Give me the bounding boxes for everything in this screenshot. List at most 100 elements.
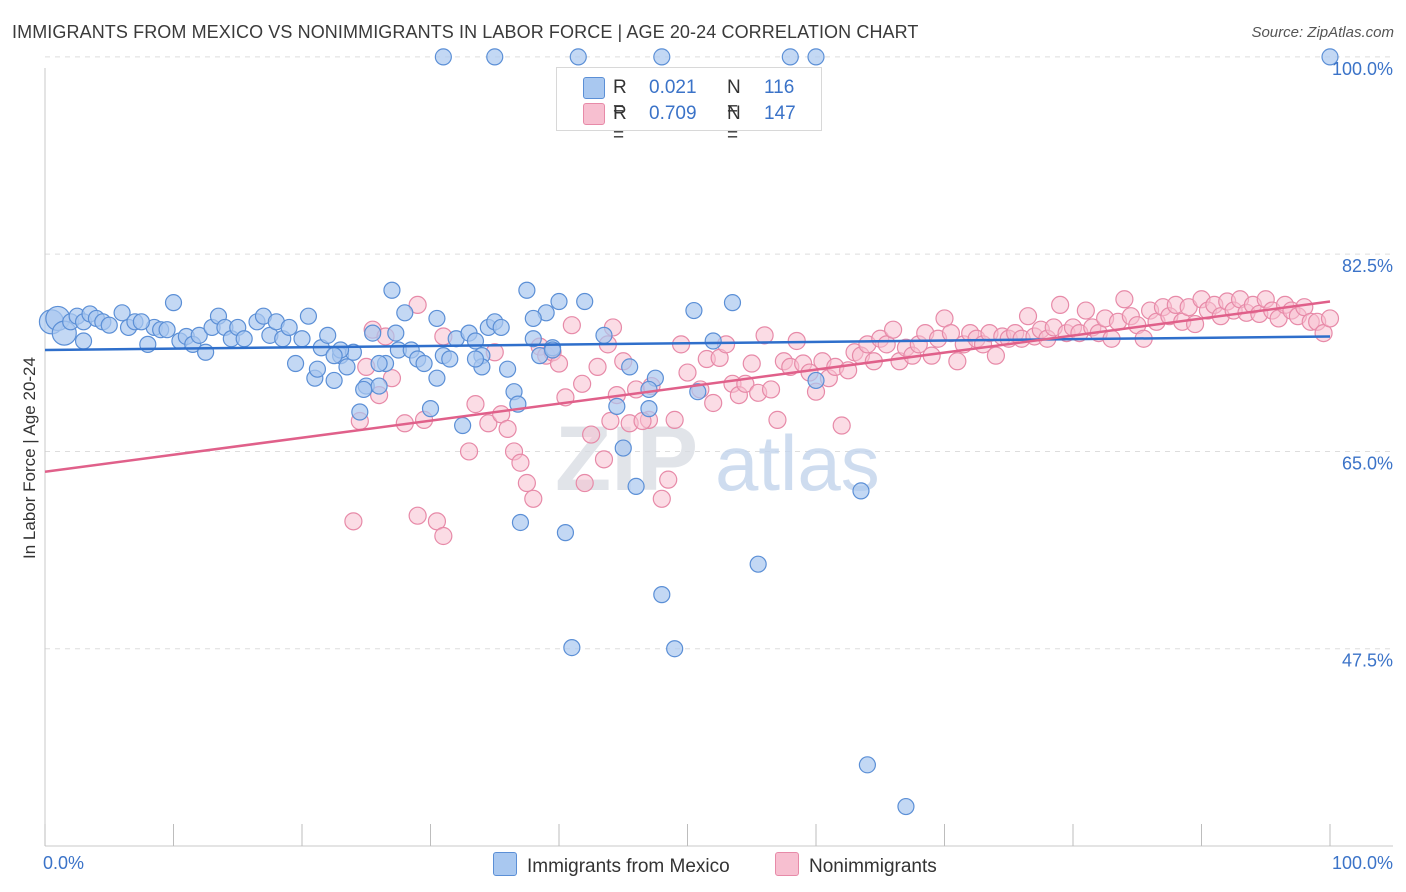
immigrant-point xyxy=(454,416,472,435)
nonimmigrant-point xyxy=(524,489,543,508)
immigrant-point xyxy=(807,48,825,66)
immigrant-point xyxy=(595,326,613,344)
immigrant-point xyxy=(897,797,915,816)
tick-labels: 47.5% 65.0% 82.5% 100.0% 0.0% 100.0% xyxy=(43,59,1393,873)
legend-n-value: 147 xyxy=(764,103,796,124)
immigrant-point xyxy=(74,332,93,350)
immigrant-point xyxy=(556,524,575,542)
nonimmigrant-point xyxy=(1018,307,1038,326)
nonimmigrant-point xyxy=(498,419,517,439)
immigrant-point xyxy=(807,371,825,390)
immigrant-point xyxy=(387,324,405,342)
bottom-legend-swatch-pink xyxy=(775,852,799,876)
nonimmigrants-points xyxy=(344,290,1340,546)
immigrant-point xyxy=(370,354,388,373)
immigrant-point xyxy=(197,343,215,361)
legend-box: R = 0.021 N = 116 R = 0.709 N = 147 xyxy=(556,67,822,146)
immigrant-point xyxy=(383,281,401,299)
nonimmigrant-point xyxy=(562,316,581,335)
immigrant-point xyxy=(293,330,311,348)
bottom-legend-nonimmigrants: Nonimmigrants xyxy=(775,852,937,878)
nonimmigrant-point xyxy=(434,526,453,546)
immigrant-point xyxy=(858,756,877,774)
nonimmigrant-point xyxy=(659,470,678,489)
nonimmigrant-point xyxy=(665,410,684,429)
immigrant-point xyxy=(319,326,337,344)
nonimmigrant-point xyxy=(382,369,402,388)
immigrant-point xyxy=(492,318,510,337)
x-tick-label-start: 0.0% xyxy=(43,853,84,873)
legend-r-label: R = xyxy=(613,77,627,120)
nonimmigrant-point xyxy=(1076,301,1095,320)
nonimmigrant-point xyxy=(768,410,787,429)
nonimmigrant-point xyxy=(408,506,427,525)
nonimmigrant-point xyxy=(1115,290,1134,309)
immigrant-point xyxy=(781,48,799,66)
legend-n-label: N = xyxy=(727,77,741,120)
bottom-legend-swatch-blue xyxy=(493,852,517,876)
immigrant-point xyxy=(486,48,504,66)
immigrant-point xyxy=(723,294,742,312)
immigrant-point xyxy=(428,309,446,328)
immigrant-point xyxy=(653,586,671,604)
nonimmigrant-point xyxy=(517,473,536,493)
immigrant-point xyxy=(685,301,703,320)
immigrants-trendline xyxy=(44,335,1331,352)
legend-swatch-pink xyxy=(583,103,605,125)
immigrant-point xyxy=(653,48,671,66)
immigrant-point xyxy=(621,358,639,376)
immigrant-point xyxy=(640,400,658,418)
immigrant-point xyxy=(286,354,305,373)
nonimmigrant-point xyxy=(459,442,479,461)
nonimmigrant-point xyxy=(466,395,485,414)
immigrant-point xyxy=(466,350,485,368)
immigrant-point xyxy=(364,324,382,342)
immigrant-point xyxy=(164,294,183,312)
nonimmigrant-point xyxy=(479,414,498,433)
immigrant-point xyxy=(576,292,594,311)
nonimmigrants-trendline xyxy=(44,300,1331,473)
immigrant-point xyxy=(421,400,440,418)
immigrant-point xyxy=(325,371,343,390)
nonimmigrant-point xyxy=(573,374,592,393)
immigrant-point xyxy=(132,313,150,331)
watermark-atlas: atlas xyxy=(715,419,880,507)
nonimmigrant-point xyxy=(575,473,594,493)
immigrant-point xyxy=(355,380,373,399)
immigrant-point xyxy=(434,48,452,66)
immigrant-point xyxy=(325,347,343,365)
nonimmigrant-point xyxy=(344,512,363,531)
nonimmigrant-point xyxy=(408,295,427,315)
immigrant-point xyxy=(415,354,433,373)
immigrant-point xyxy=(511,513,530,532)
y-tick-label-1: 65.0% xyxy=(1342,453,1393,473)
immigrant-point xyxy=(370,377,388,395)
immigrant-point xyxy=(235,330,253,348)
immigrant-point xyxy=(563,638,581,657)
immigrant-point xyxy=(524,330,542,348)
nonimmigrant-point xyxy=(704,393,723,413)
immigrant-point xyxy=(499,360,517,378)
chart-title: IMMIGRANTS FROM MEXICO VS NONIMMIGRANTS … xyxy=(12,22,919,42)
nonimmigrant-point xyxy=(601,411,620,431)
immigrant-point xyxy=(299,307,318,325)
bottom-legend-immigrants: Immigrants from Mexico xyxy=(493,852,730,878)
trendlines xyxy=(44,300,1331,473)
nonimmigrant-point xyxy=(678,363,697,382)
legend-r-value: 0.709 xyxy=(649,103,697,124)
immigrant-point xyxy=(280,318,298,337)
immigrant-point xyxy=(543,341,562,359)
immigrant-point xyxy=(704,332,722,350)
nonimmigrant-point xyxy=(1051,295,1070,315)
legend-n-label: N = xyxy=(727,103,741,146)
immigrant-point xyxy=(627,477,645,495)
gridlines xyxy=(45,56,1390,650)
immigrant-point xyxy=(518,281,536,299)
legend-swatch-blue xyxy=(583,77,605,99)
nonimmigrant-point xyxy=(883,320,903,339)
immigrant-point xyxy=(569,48,587,66)
immigrant-point xyxy=(190,326,208,344)
immigrant-point xyxy=(524,309,542,328)
immigrant-point xyxy=(852,482,870,500)
